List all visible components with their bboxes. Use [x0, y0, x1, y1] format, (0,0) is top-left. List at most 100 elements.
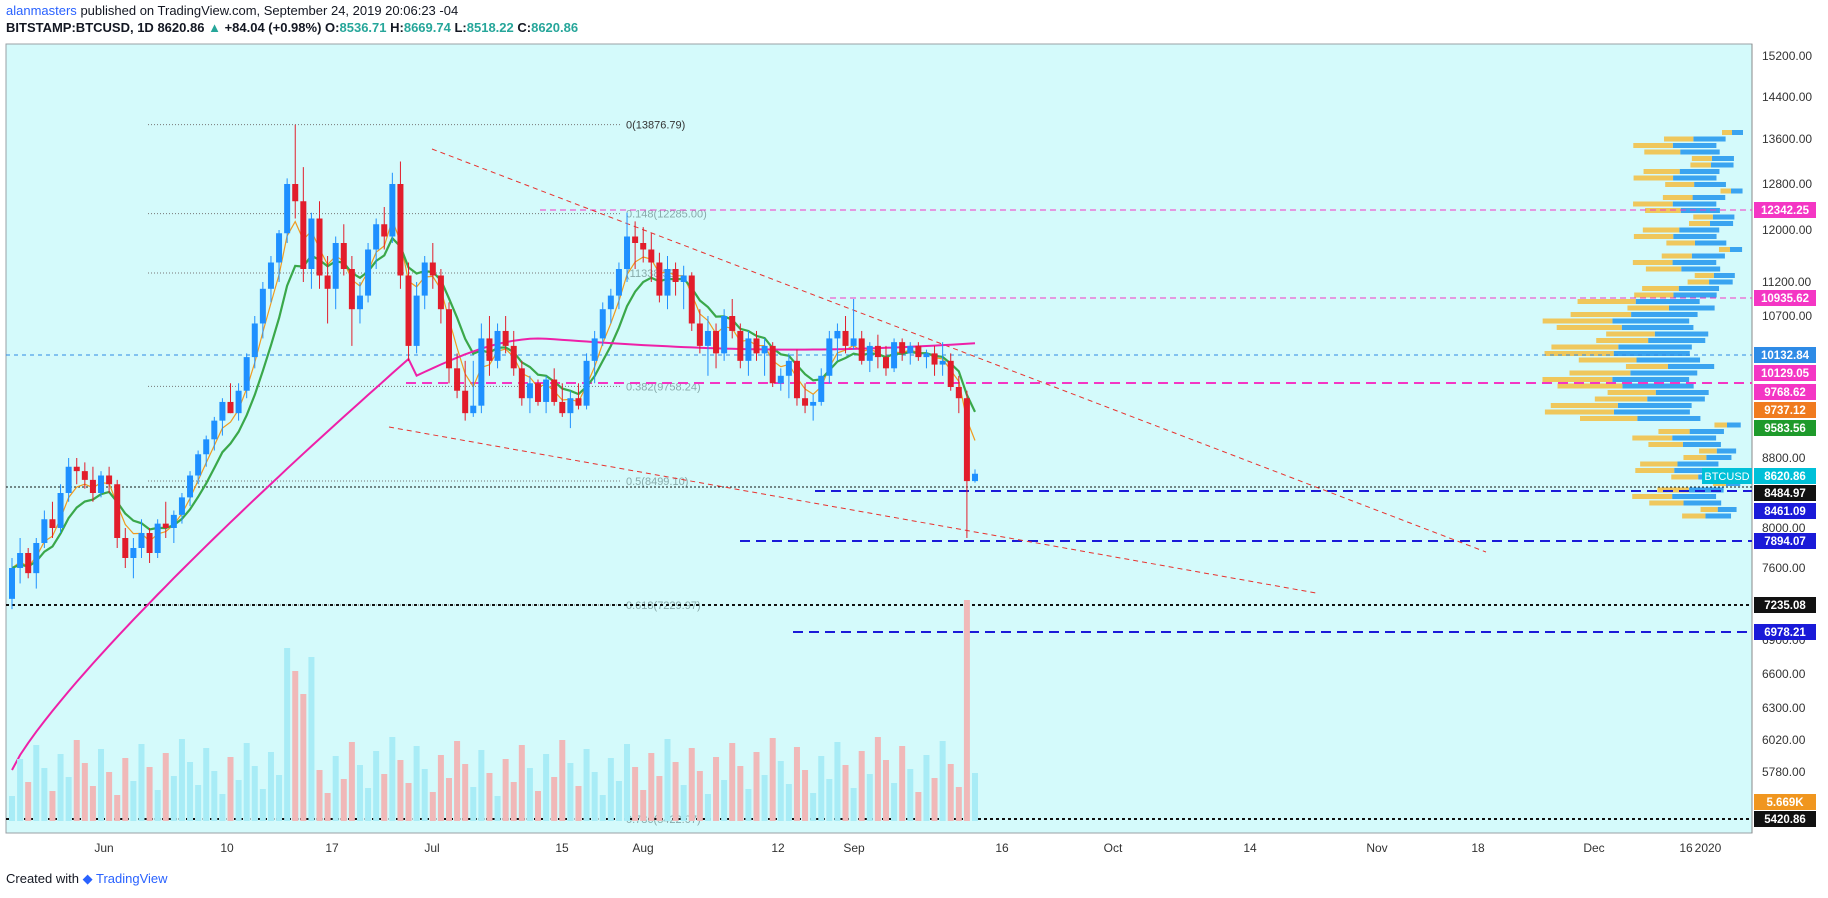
volume-bar	[454, 741, 461, 821]
volume-profile-bar	[1712, 214, 1735, 220]
volume-profile-bar	[1647, 396, 1705, 402]
volume-bar	[729, 743, 736, 821]
low-value: 8518.22	[466, 20, 514, 35]
volume-profile-bar	[1633, 143, 1673, 148]
candle-body	[972, 473, 978, 482]
volume-profile-bar	[1711, 156, 1734, 161]
volume-bar	[850, 788, 857, 821]
volume-bar	[405, 783, 412, 821]
volume-profile-bar	[1699, 448, 1717, 454]
volume-profile-bar	[1596, 338, 1649, 343]
candle-body	[526, 383, 533, 399]
price-tag-label: 5.669K	[1766, 797, 1804, 809]
x-tick-label: 18	[1471, 841, 1485, 855]
volume-profile-bar	[1654, 331, 1709, 337]
y-tick-label: 8800.00	[1762, 451, 1806, 465]
price-tag	[1754, 420, 1816, 436]
candle-body	[267, 262, 274, 289]
author-link[interactable]: alanmasters	[6, 3, 77, 18]
volume-bar	[793, 747, 800, 821]
volume-profile-bar	[1689, 429, 1724, 434]
volume-profile-bar	[1645, 266, 1682, 272]
x-tick-label: 16	[995, 841, 1009, 855]
volume-profile-bar	[1694, 240, 1727, 246]
tradingview-logo-icon[interactable]: ◆	[82, 871, 93, 886]
y-tick-label: 15200.00	[1762, 49, 1812, 63]
trend-line-lower	[388, 426, 1317, 594]
candle-body	[98, 475, 105, 493]
volume-profile-bar	[1716, 448, 1737, 454]
volume-profile-bar	[1691, 156, 1712, 161]
volume-bar	[947, 764, 954, 821]
volume-bar	[146, 767, 153, 821]
candle-body	[259, 288, 266, 324]
volume-profile-bar	[1637, 416, 1701, 421]
price-tag-label: 8484.97	[1764, 488, 1806, 500]
x-tick-label: 12	[771, 841, 785, 855]
x-tick-label: 2020	[1695, 841, 1722, 855]
last-price: 8620.86	[157, 20, 205, 35]
volume-bar	[891, 783, 898, 821]
candle-body	[785, 360, 792, 376]
candle-body	[389, 184, 396, 237]
candle-body	[470, 405, 477, 414]
volume-profile-bar	[1689, 221, 1711, 226]
volume-bar	[648, 753, 655, 821]
tradingview-brand[interactable]: TradingView	[96, 871, 168, 886]
volume-bar	[445, 778, 452, 821]
candle-body	[891, 342, 898, 369]
candle-body	[559, 401, 566, 414]
volume-bar	[259, 789, 266, 821]
candle-body	[421, 262, 428, 296]
price-tag	[1754, 533, 1816, 549]
volume-bar	[494, 796, 501, 821]
volume-bar	[510, 782, 517, 821]
candle-body	[251, 323, 258, 358]
y-tick-label: 12800.00	[1762, 177, 1812, 191]
candle-body	[17, 553, 24, 568]
volume-bar	[470, 787, 477, 821]
volume-bar	[65, 777, 72, 821]
volume-bar	[559, 740, 566, 821]
volume-bar	[81, 763, 88, 821]
volume-bar	[276, 775, 283, 821]
volume-bar	[114, 795, 121, 821]
volume-bar	[308, 657, 315, 821]
price-tag	[1754, 624, 1816, 640]
volume-bar	[130, 781, 137, 821]
volume-bar	[688, 748, 695, 821]
volume-bar	[575, 786, 582, 821]
volume-bar	[243, 743, 250, 821]
volume-profile-bar	[1665, 182, 1695, 187]
volume-bar	[219, 794, 226, 821]
volume-profile-bar	[1617, 403, 1692, 408]
candle-body	[130, 548, 137, 558]
volume-profile-bar	[1681, 266, 1721, 272]
volume-bar	[486, 773, 493, 821]
volume-bar	[170, 776, 177, 821]
candle-body	[162, 523, 169, 528]
price-tag-label: 12342.25	[1761, 205, 1810, 217]
volume-bar	[583, 749, 590, 821]
volume-bar	[381, 774, 388, 821]
ma-long-line	[11, 337, 976, 771]
price-tag	[1754, 811, 1816, 827]
candle-body	[672, 269, 679, 282]
candle-body	[437, 275, 444, 310]
y-tick-label: 7600.00	[1762, 561, 1806, 575]
candle-body	[793, 360, 800, 399]
volume-bar	[721, 780, 728, 821]
volume-profile-bar	[1612, 377, 1690, 382]
volume-profile-bar	[1634, 292, 1674, 298]
candle-body	[381, 224, 388, 237]
volume-bar	[802, 770, 809, 821]
volume-bar	[33, 745, 40, 821]
volume-bar	[591, 772, 598, 821]
candle-body	[753, 338, 760, 354]
candle-body	[211, 420, 218, 440]
volume-profile-bar	[1577, 299, 1636, 304]
volume-bar	[882, 760, 889, 821]
volume-bar	[963, 600, 970, 821]
price-tag	[1754, 468, 1816, 484]
